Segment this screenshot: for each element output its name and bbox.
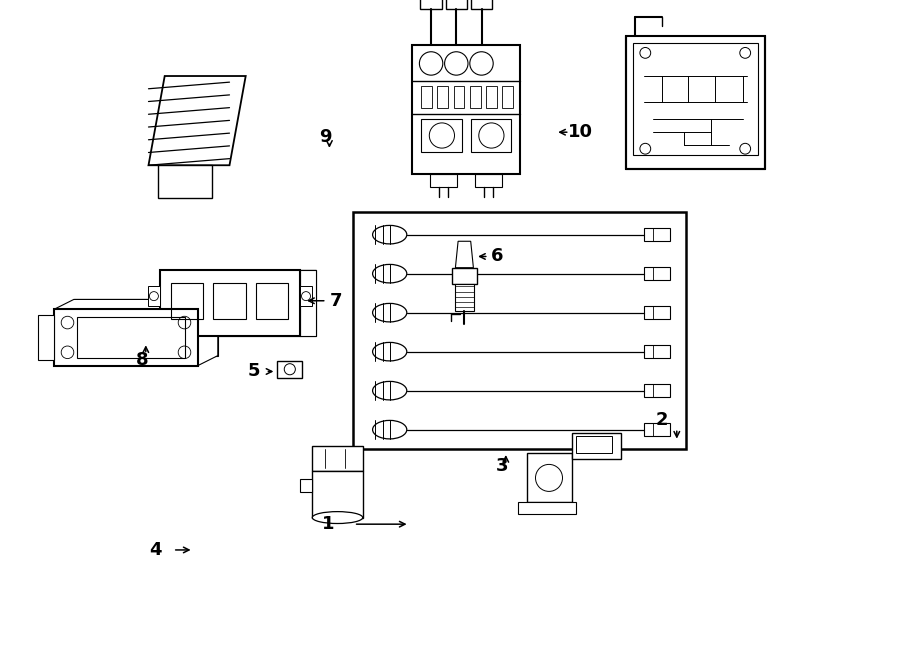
Bar xyxy=(213,283,246,319)
Polygon shape xyxy=(54,299,218,309)
Bar xyxy=(470,86,481,108)
Bar xyxy=(54,309,198,366)
Polygon shape xyxy=(198,299,218,366)
Bar xyxy=(171,283,203,319)
Text: 7: 7 xyxy=(329,292,342,310)
Bar xyxy=(572,433,621,459)
Polygon shape xyxy=(74,299,218,356)
Bar xyxy=(644,228,670,241)
Bar xyxy=(256,283,288,319)
Polygon shape xyxy=(455,241,473,268)
Bar xyxy=(633,43,758,155)
Text: 4: 4 xyxy=(149,541,162,559)
Polygon shape xyxy=(148,76,246,165)
Bar xyxy=(412,45,520,174)
Polygon shape xyxy=(300,270,316,336)
Text: 1: 1 xyxy=(322,515,335,533)
Polygon shape xyxy=(300,479,312,492)
Bar xyxy=(158,165,212,198)
Bar xyxy=(421,119,462,152)
Bar xyxy=(452,268,477,284)
Text: 8: 8 xyxy=(136,351,149,369)
Bar xyxy=(644,423,670,436)
Bar xyxy=(420,0,442,9)
Text: 9: 9 xyxy=(320,128,332,146)
Text: 3: 3 xyxy=(496,457,508,475)
Bar xyxy=(471,0,492,9)
Bar xyxy=(38,315,54,360)
Bar xyxy=(76,317,184,358)
Bar xyxy=(526,453,572,502)
Bar xyxy=(502,86,513,108)
Bar xyxy=(300,286,312,306)
Bar xyxy=(353,212,686,449)
Bar xyxy=(312,446,363,471)
Bar xyxy=(471,119,511,152)
Bar xyxy=(454,86,464,108)
Bar xyxy=(486,86,497,108)
Bar xyxy=(626,36,765,169)
Bar xyxy=(576,436,612,453)
Bar xyxy=(475,174,502,187)
Text: 10: 10 xyxy=(568,123,593,141)
Bar xyxy=(518,502,576,514)
Bar xyxy=(277,361,302,377)
Bar xyxy=(312,471,363,518)
Bar xyxy=(644,306,670,319)
Bar xyxy=(437,86,448,108)
Text: 2: 2 xyxy=(655,410,668,429)
Bar xyxy=(421,86,432,108)
Bar xyxy=(160,270,300,336)
Bar xyxy=(644,384,670,397)
Bar xyxy=(148,286,160,306)
Text: 6: 6 xyxy=(491,247,503,266)
Polygon shape xyxy=(176,270,316,336)
Bar xyxy=(644,267,670,280)
Bar xyxy=(430,174,457,187)
Bar xyxy=(644,345,670,358)
Bar xyxy=(162,169,207,192)
Bar xyxy=(454,284,474,311)
Bar xyxy=(446,0,467,9)
Ellipse shape xyxy=(312,512,363,524)
Text: 5: 5 xyxy=(248,362,260,381)
